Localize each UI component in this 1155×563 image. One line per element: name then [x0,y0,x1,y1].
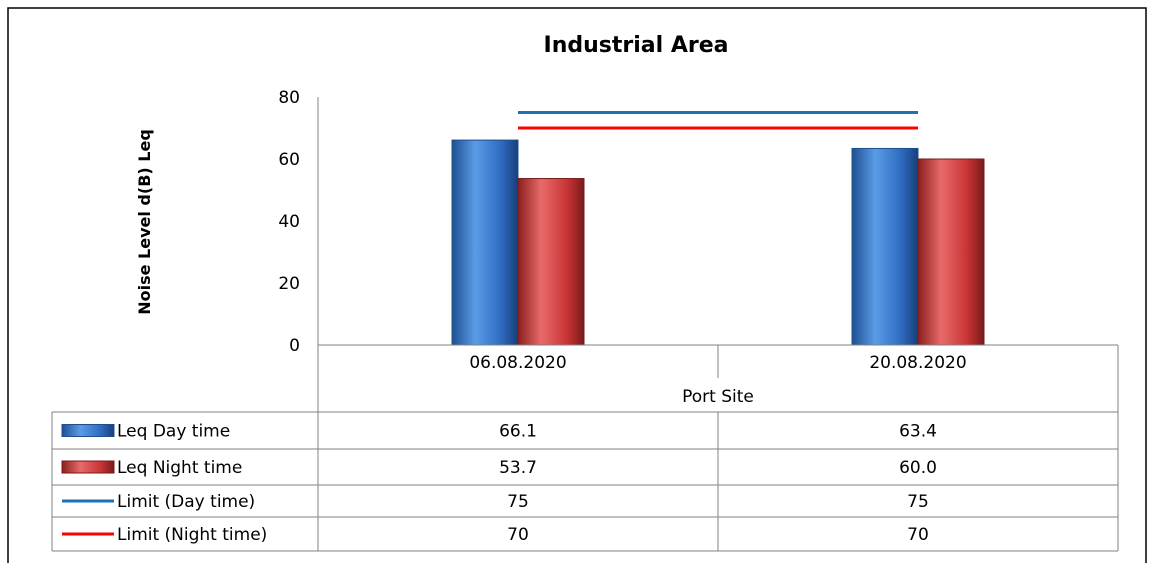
x-axis-label: Port Site [682,387,754,407]
legend-label: Limit (Day time) [117,492,255,512]
data-label: 70 [907,525,929,545]
data-label: 60.0 [899,458,937,478]
legend-label: Leq Day time [117,422,230,442]
data-label: 63.4 [899,422,937,442]
bar-night-2 [917,158,985,346]
limit-lines-group [518,111,918,130]
y-tick-label: 60 [278,150,300,170]
y-tick-label: 20 [278,274,300,294]
x-category-label: 20.08.2020 [869,353,966,373]
bar-night-1 [517,178,585,346]
legend-label: Leq Night time [117,458,242,478]
x-category-label: 06.08.2020 [469,353,566,373]
data-label: 66.1 [499,422,537,442]
y-tick-label: 0 [289,336,300,356]
y-tick-labels: 0 20 40 60 80 [278,88,300,356]
bar-day-2 [851,147,919,346]
y-tick-label: 80 [278,88,300,108]
data-label: 75 [907,492,929,512]
bar-day-1 [451,139,519,346]
y-tick-label: 40 [278,212,300,232]
data-label: 53.7 [499,458,537,478]
bars-group [451,139,985,346]
legend-key-bar [61,460,115,474]
data-label: 75 [507,492,529,512]
legend-label: Limit (Night time) [117,525,267,545]
chart-title: Industrial Area [544,33,729,58]
y-axis-label: Noise Level d(B) Leq [135,129,154,315]
data-label: 70 [507,525,529,545]
data-table: 06.08.2020 20.08.2020 Port Site Leq Day tim… [51,344,1119,552]
chart-frame [7,7,1147,563]
legend-key-bar [61,424,115,437]
